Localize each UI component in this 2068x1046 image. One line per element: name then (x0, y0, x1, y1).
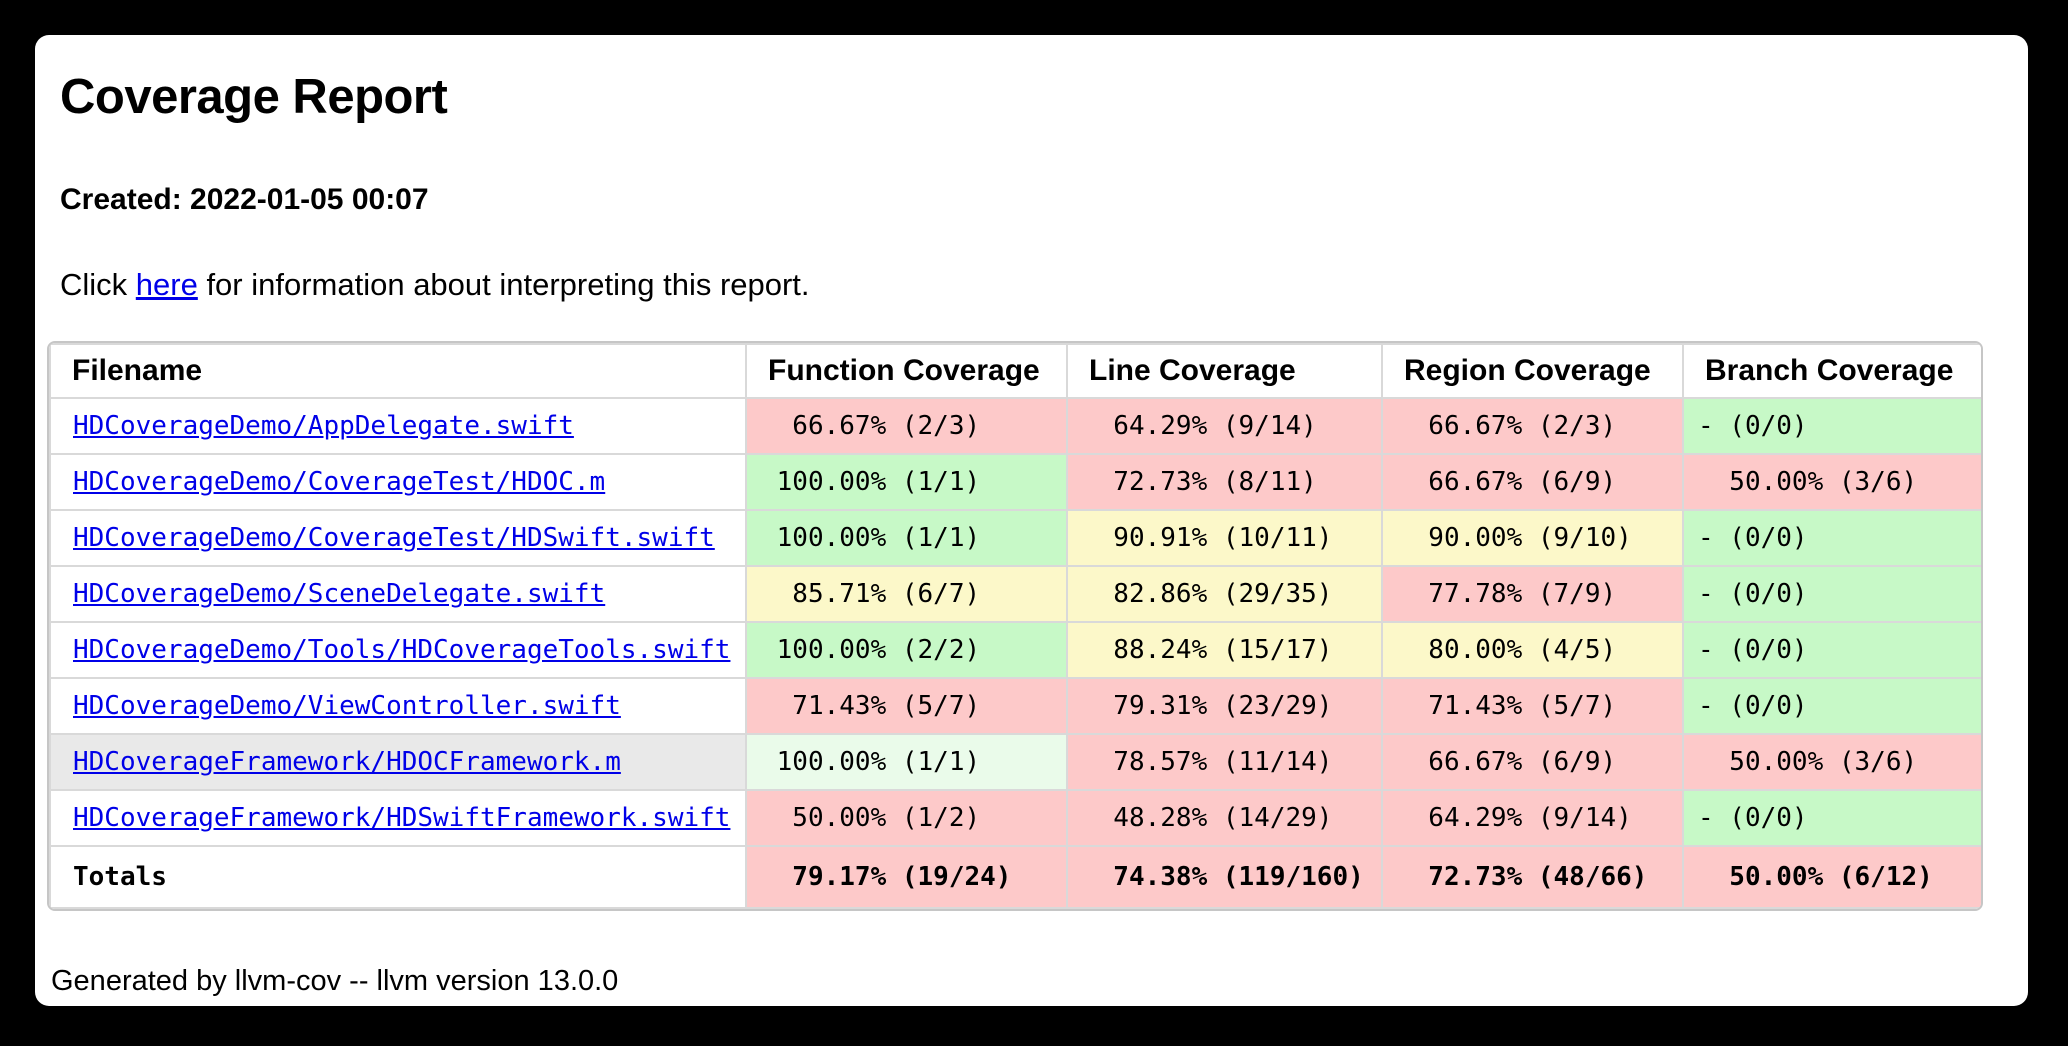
filename-cell: HDCoverageFramework/HDOCFramework.m (49, 732, 747, 791)
coverage-cell: 79.17% (19/24) (745, 844, 1068, 909)
coverage-cell: 90.00% (9/10) (1381, 508, 1684, 567)
table-row: HDCoverageFramework/HDSwiftFramework.swi… (49, 788, 1981, 847)
coverage-cell: 64.29% (9/14) (1381, 788, 1684, 847)
info-link[interactable]: here (135, 266, 198, 302)
table-row: HDCoverageDemo/CoverageTest/HDSwift.swif… (49, 508, 1981, 567)
header-row: Filename Function Coverage Line Coverage Re… (49, 342, 1981, 399)
table-row: HDCoverageDemo/SceneDelegate.swift 85.71… (49, 564, 1981, 623)
coverage-cell: 66.67% (6/9) (1381, 732, 1684, 791)
coverage-cell: - (0/0) (1682, 564, 1981, 623)
coverage-cell: - (0/0) (1682, 788, 1981, 847)
table-row: HDCoverageDemo/Tools/HDCoverageTools.swi… (49, 620, 1981, 679)
coverage-table: Filename Function Coverage Line Coverage Re… (49, 342, 1981, 909)
coverage-cell: 82.86% (29/35) (1066, 564, 1383, 623)
filename-cell: HDCoverageDemo/CoverageTest/HDSwift.swif… (49, 508, 747, 567)
file-link[interactable]: HDCoverageDemo/SceneDelegate.swift (73, 578, 606, 609)
info-text-suffix: for information about interpreting this … (197, 266, 810, 302)
coverage-table-container: Filename Function Coverage Line Coverage Re… (47, 340, 1983, 911)
coverage-cell: - (0/0) (1682, 676, 1981, 735)
filename-cell: HDCoverageDemo/ViewController.swift (49, 676, 747, 735)
coverage-cell: 48.28% (14/29) (1066, 788, 1383, 847)
filename-cell: HDCoverageDemo/AppDelegate.swift (49, 396, 747, 455)
file-link[interactable]: HDCoverageFramework/HDOCFramework.m (73, 746, 621, 777)
created-timestamp: Created: 2022-01-05 00:07 (60, 182, 429, 216)
table-row: HDCoverageDemo/CoverageTest/HDOC.m 100.0… (49, 452, 1981, 511)
coverage-cell: 71.43% (5/7) (1381, 676, 1684, 735)
coverage-cell: 85.71% (6/7) (745, 564, 1068, 623)
column-header-branch-coverage: Branch Coverage (1682, 342, 1981, 399)
file-link[interactable]: HDCoverageDemo/ViewController.swift (73, 690, 621, 721)
filename-cell: HDCoverageDemo/Tools/HDCoverageTools.swi… (49, 620, 747, 679)
file-link[interactable]: HDCoverageDemo/AppDelegate.swift (73, 410, 574, 441)
coverage-cell: - (0/0) (1682, 508, 1981, 567)
file-link[interactable]: HDCoverageDemo/CoverageTest/HDSwift.swif… (73, 522, 715, 553)
filename-cell: HDCoverageFramework/HDSwiftFramework.swi… (49, 788, 747, 847)
coverage-cell: 66.67% (6/9) (1381, 452, 1684, 511)
coverage-cell: 100.00% (1/1) (745, 732, 1068, 791)
coverage-cell: - (0/0) (1682, 396, 1981, 455)
column-header-line-coverage: Line Coverage (1066, 342, 1383, 399)
coverage-cell: - (0/0) (1682, 620, 1981, 679)
coverage-cell: 50.00% (3/6) (1682, 732, 1981, 791)
coverage-cell: 78.57% (11/14) (1066, 732, 1383, 791)
coverage-cell: 72.73% (48/66) (1381, 844, 1684, 909)
coverage-cell: 50.00% (1/2) (745, 788, 1068, 847)
table-row: HDCoverageDemo/AppDelegate.swift 66.67% … (49, 396, 1981, 455)
totals-label: Totals (49, 844, 747, 909)
file-link[interactable]: HDCoverageDemo/Tools/HDCoverageTools.swi… (73, 634, 731, 665)
coverage-cell: 74.38% (119/160) (1066, 844, 1383, 909)
coverage-cell: 77.78% (7/9) (1381, 564, 1684, 623)
table-row: HDCoverageDemo/ViewController.swift 71.4… (49, 676, 1981, 735)
coverage-cell: 80.00% (4/5) (1381, 620, 1684, 679)
coverage-cell: 50.00% (6/12) (1682, 844, 1981, 909)
coverage-cell: 71.43% (5/7) (745, 676, 1068, 735)
coverage-cell: 90.91% (10/11) (1066, 508, 1383, 567)
coverage-cell: 50.00% (3/6) (1682, 452, 1981, 511)
coverage-cell: 79.31% (23/29) (1066, 676, 1383, 735)
coverage-cell: 66.67% (2/3) (1381, 396, 1684, 455)
coverage-cell: 88.24% (15/17) (1066, 620, 1383, 679)
footer-text: Generated by llvm-cov -- llvm version 13… (51, 964, 619, 997)
column-header-filename: Filename (49, 342, 747, 399)
file-link[interactable]: HDCoverageDemo/CoverageTest/HDOC.m (73, 466, 606, 497)
coverage-cell: 66.67% (2/3) (745, 396, 1068, 455)
coverage-cell: 64.29% (9/14) (1066, 396, 1383, 455)
coverage-cell: 72.73% (8/11) (1066, 452, 1383, 511)
coverage-cell: 100.00% (2/2) (745, 620, 1068, 679)
column-header-function-coverage: Function Coverage (745, 342, 1068, 399)
info-text-prefix: Click (60, 266, 136, 302)
column-header-region-coverage: Region Coverage (1381, 342, 1684, 399)
totals-row: Totals 79.17% (19/24) 74.38% (119/160) 7… (49, 844, 1981, 909)
info-paragraph: Click here for information about interpr… (60, 267, 1988, 303)
filename-cell: HDCoverageDemo/CoverageTest/HDOC.m (49, 452, 747, 511)
page-title: Coverage Report (60, 70, 448, 124)
table-row: HDCoverageFramework/HDOCFramework.m 100.… (49, 732, 1981, 791)
coverage-cell: 100.00% (1/1) (745, 508, 1068, 567)
file-link[interactable]: HDCoverageFramework/HDSwiftFramework.swi… (73, 802, 731, 833)
report-card: Coverage Report Created: 2022-01-05 00:0… (35, 35, 2028, 1006)
coverage-cell: 100.00% (1/1) (745, 452, 1068, 511)
filename-cell: HDCoverageDemo/SceneDelegate.swift (49, 564, 747, 623)
